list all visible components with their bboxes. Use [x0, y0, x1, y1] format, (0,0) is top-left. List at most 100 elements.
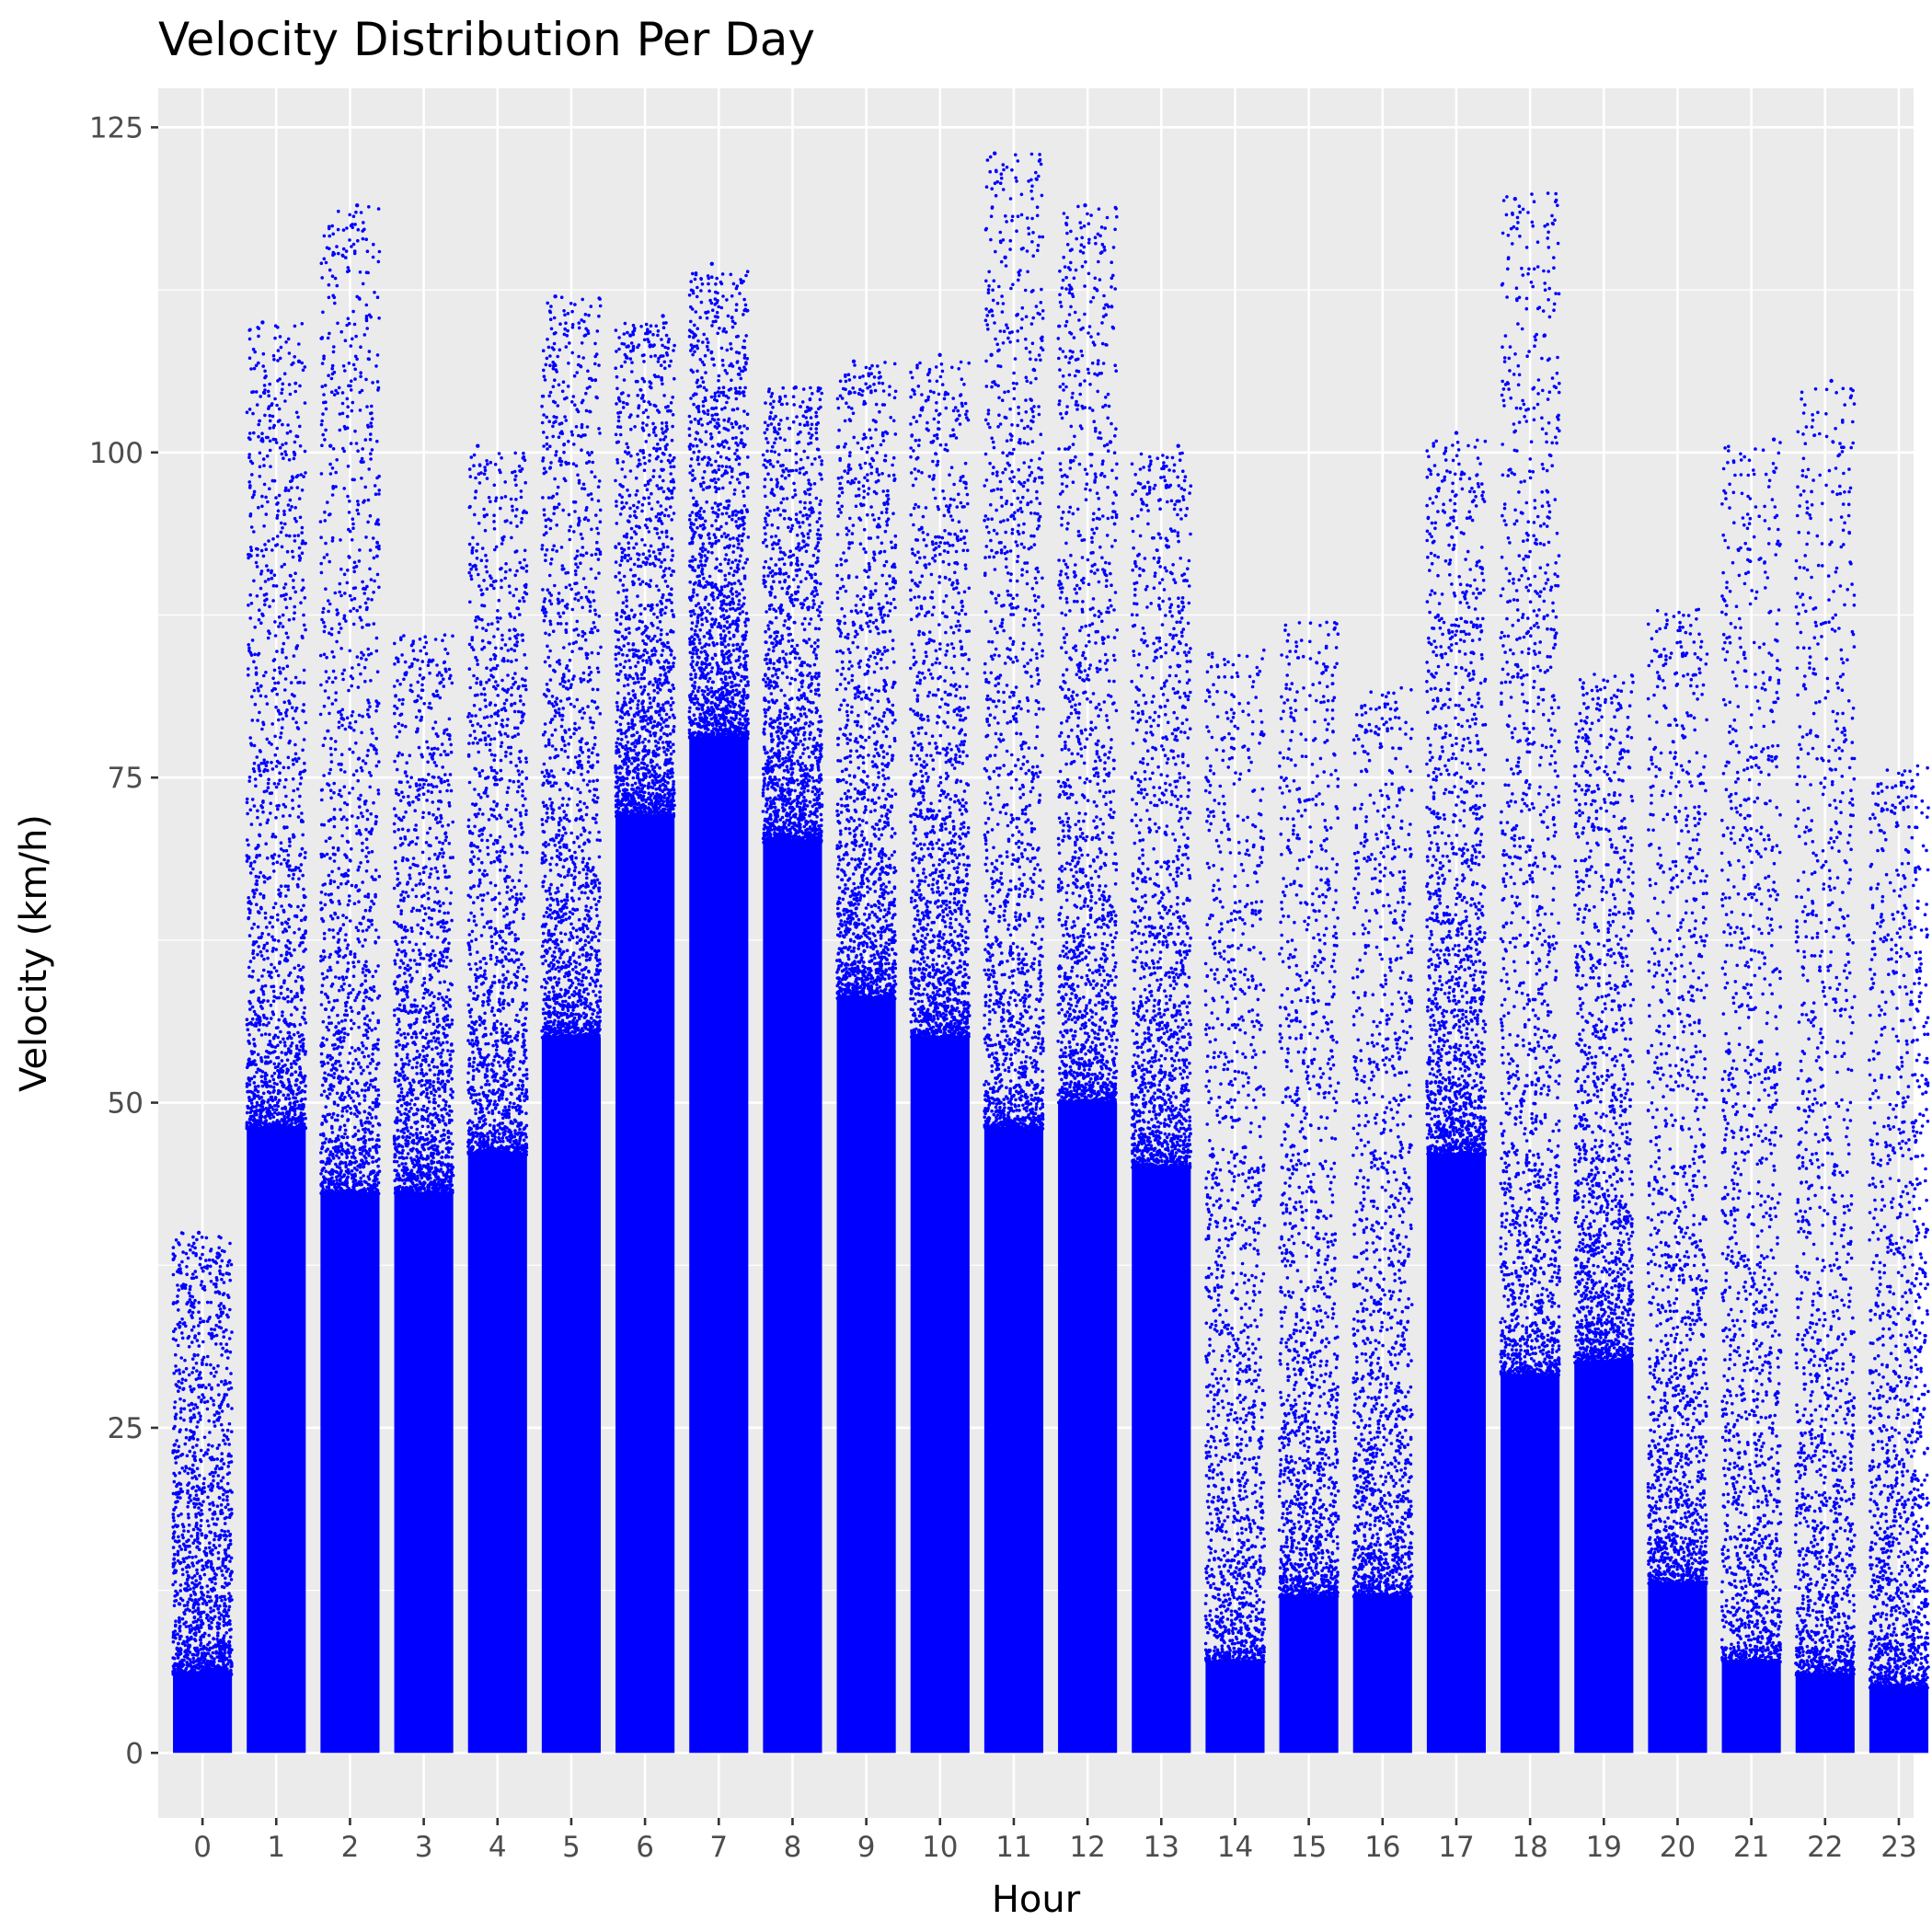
data-point [182, 1284, 186, 1289]
data-point [215, 1251, 220, 1256]
data-point [369, 578, 374, 581]
data-point [438, 958, 442, 962]
data-point [352, 952, 357, 956]
data-point [323, 510, 327, 514]
data-point [277, 939, 281, 943]
data-point [259, 395, 263, 398]
data-point [326, 1147, 330, 1151]
data-point [370, 918, 374, 923]
data-point [370, 417, 374, 421]
data-point [180, 1533, 185, 1537]
data-point [247, 999, 251, 1004]
data-point [432, 761, 437, 765]
data-point [221, 1558, 225, 1563]
data-point [352, 965, 356, 969]
data-point [377, 874, 382, 879]
data-point [174, 1338, 178, 1342]
data-point [253, 350, 258, 354]
data-point [252, 688, 257, 693]
data-point [293, 1112, 297, 1117]
data-point [368, 1130, 373, 1134]
data-point [330, 535, 335, 540]
data-point [296, 1106, 300, 1110]
data-point [218, 1648, 222, 1651]
data-point [319, 901, 323, 905]
data-point [270, 1075, 274, 1078]
data-point [229, 1454, 233, 1458]
data-point [200, 1611, 204, 1615]
data-point [342, 668, 347, 673]
data-point [433, 852, 437, 857]
data-point [261, 614, 265, 617]
data-point [335, 639, 339, 644]
data-point [280, 1075, 284, 1079]
data-point [229, 1578, 234, 1581]
data-point [346, 1032, 351, 1037]
data-point [348, 983, 351, 987]
data-point [180, 1453, 185, 1456]
scatter-points-0 [171, 1231, 234, 1677]
data-point [347, 362, 351, 365]
data-point [331, 1146, 336, 1150]
data-point [346, 494, 350, 499]
data-point [286, 1119, 291, 1123]
data-point [327, 696, 331, 700]
data-point [334, 740, 338, 743]
data-point [222, 1642, 225, 1646]
data-point [267, 777, 270, 781]
data-point [374, 1105, 378, 1109]
data-point [184, 1324, 188, 1328]
data-point [262, 957, 266, 961]
data-point [398, 843, 403, 847]
data-point [268, 1103, 272, 1108]
data-point [374, 364, 378, 368]
data-point [273, 753, 278, 757]
data-point [434, 836, 439, 840]
data-point [192, 1451, 197, 1455]
data-point [346, 414, 350, 419]
data-point [361, 880, 365, 884]
data-point [321, 412, 325, 416]
data-point [182, 1622, 186, 1626]
data-point [365, 1116, 370, 1121]
data-point [224, 1570, 229, 1573]
data-point [447, 804, 452, 808]
data-point [288, 1101, 293, 1105]
data-point [362, 1017, 367, 1020]
data-point [364, 535, 368, 539]
data-point [370, 424, 374, 429]
data-point [331, 1112, 336, 1116]
data-point [355, 508, 360, 512]
data-point [332, 790, 336, 795]
data-point [190, 1304, 193, 1307]
data-point [185, 1570, 190, 1574]
data-point [283, 677, 288, 681]
data-point [198, 1638, 202, 1642]
data-point [350, 883, 354, 888]
data-point [285, 549, 290, 554]
data-point [374, 1138, 379, 1143]
data-point [224, 1581, 227, 1585]
data-point [371, 1160, 375, 1164]
data-point [362, 1165, 366, 1168]
data-point [328, 602, 332, 606]
data-point [351, 787, 355, 790]
data-point [296, 975, 300, 979]
data-point [319, 1151, 323, 1155]
data-point [248, 871, 253, 875]
data-point [198, 1581, 201, 1585]
data-point [356, 868, 361, 872]
data-point [194, 1512, 198, 1516]
data-point [266, 389, 270, 394]
data-point [296, 1087, 301, 1091]
data-point [277, 1098, 282, 1102]
data-point [349, 1096, 353, 1100]
data-point [214, 1284, 218, 1289]
data-point [264, 547, 269, 551]
data-point [328, 746, 333, 751]
data-point [183, 1358, 187, 1363]
data-point [322, 704, 327, 708]
data-point [293, 506, 298, 510]
data-point [282, 785, 287, 789]
data-point [250, 798, 255, 801]
